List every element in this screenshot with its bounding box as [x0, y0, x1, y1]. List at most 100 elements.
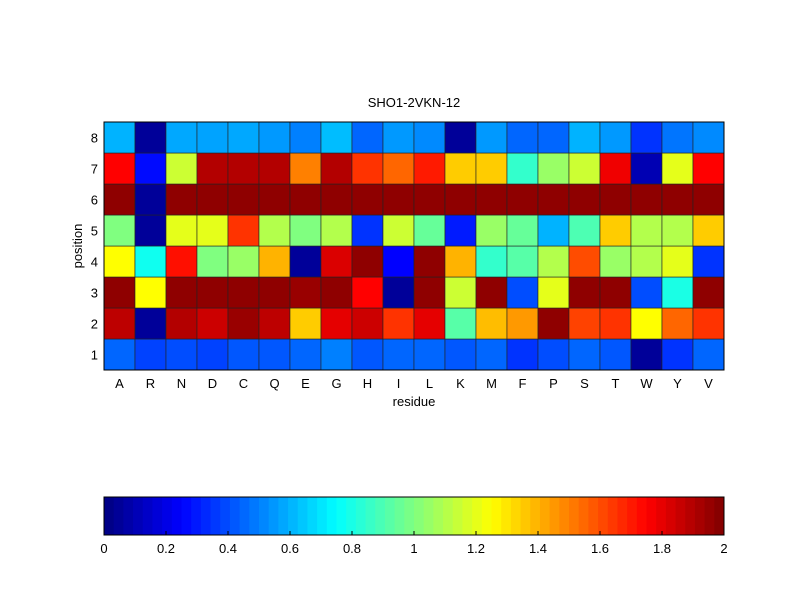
chart-title: SHO1-2VKN-12	[368, 95, 460, 110]
heatmap-cell-Q-1	[258, 338, 291, 371]
colorbar-band	[578, 497, 589, 535]
heatmap-cell-V-4	[692, 245, 725, 278]
heatmap-cell-D-8	[196, 121, 229, 154]
heatmap-cell-S-6	[568, 183, 601, 216]
colorbar-band	[665, 497, 677, 535]
heatmap-cell-C-2	[227, 307, 260, 340]
heatmap-cell-K-8	[444, 121, 477, 154]
y-axis-label: position	[70, 224, 85, 269]
colorbar-band	[539, 497, 551, 535]
heatmap-cell-N-3	[165, 276, 198, 309]
colorbar-band	[414, 497, 425, 535]
heatmap-cell-M-8	[475, 121, 508, 154]
heatmap-cell-R-4	[134, 245, 167, 278]
x-tick-label: R	[146, 376, 155, 391]
heatmap-cell-W-8	[630, 121, 663, 154]
x-tick-label: C	[239, 376, 248, 391]
heatmap-cell-V-6	[692, 183, 725, 216]
heatmap-cell-P-6	[537, 183, 570, 216]
heatmap-cell-K-2	[444, 307, 477, 340]
y-tick-label: 6	[91, 193, 98, 208]
heatmap-cell-H-5	[351, 214, 384, 247]
heatmap-cell-E-2	[289, 307, 322, 340]
colorbar-band	[346, 497, 357, 535]
x-tick-label: V	[704, 376, 713, 391]
x-tick-label: G	[331, 376, 341, 391]
heatmap-cell-P-4	[537, 245, 570, 278]
heatmap-cell-V-8	[692, 121, 725, 154]
heatmap-cell-H-8	[351, 121, 384, 154]
heatmap-cell-P-7	[537, 152, 570, 185]
y-tick-label: 7	[91, 162, 98, 177]
y-tick-label: 4	[91, 255, 98, 270]
heatmap-cell-Q-4	[258, 245, 291, 278]
heatmap-cell-I-4	[382, 245, 415, 278]
colorbar-band	[588, 497, 599, 535]
heatmap-cell-K-1	[444, 338, 477, 371]
heatmap-cell-L-7	[413, 152, 446, 185]
colorbar-tick-label: 0.8	[343, 541, 361, 556]
heatmap-cell-H-7	[351, 152, 384, 185]
heatmap-cell-R-2	[134, 307, 167, 340]
heatmap-cell-L-6	[413, 183, 446, 216]
colorbar-band	[181, 497, 192, 535]
heatmap-cell-W-1	[630, 338, 663, 371]
colorbar-band	[636, 497, 647, 535]
heatmap-cell-M-5	[475, 214, 508, 247]
heatmap-cell-F-3	[506, 276, 539, 309]
heatmap-cell-T-2	[599, 307, 632, 340]
colorbar-tick-label: 0.4	[219, 541, 237, 556]
heatmap-cell-F-7	[506, 152, 539, 185]
y-tick-label: 8	[91, 131, 98, 146]
heatmap-cell-G-8	[320, 121, 353, 154]
x-tick-label: P	[549, 376, 558, 391]
heatmap-cell-H-4	[351, 245, 384, 278]
colorbar-band	[171, 497, 182, 535]
heatmap-cell-F-8	[506, 121, 539, 154]
heatmap-cell-D-6	[196, 183, 229, 216]
colorbar-band	[607, 497, 618, 535]
x-tick-label: E	[301, 376, 310, 391]
heatmap-cell-I-6	[382, 183, 415, 216]
heatmap-cell-V-1	[692, 338, 725, 371]
x-tick-label: M	[486, 376, 497, 391]
heatmap-cell-C-8	[227, 121, 260, 154]
x-tick-label: K	[456, 376, 465, 391]
heatmap-cell-Y-7	[661, 152, 694, 185]
heatmap-cell-T-1	[599, 338, 632, 371]
heatmap-cell-I-5	[382, 214, 415, 247]
heatmap-cell-A-6	[103, 183, 136, 216]
colorbar-band	[520, 497, 531, 535]
heatmap-cell-C-6	[227, 183, 260, 216]
heatmap-cell-S-1	[568, 338, 601, 371]
colorbar-band	[685, 497, 696, 535]
colorbar-band	[200, 497, 212, 535]
heatmap-cell-E-6	[289, 183, 322, 216]
heatmap-cell-Q-3	[258, 276, 291, 309]
heatmap-cell-E-1	[289, 338, 322, 371]
heatmap-cell-Y-8	[661, 121, 694, 154]
heatmap-cell-G-6	[320, 183, 353, 216]
colorbar-band	[423, 497, 434, 535]
colorbar-band	[491, 497, 502, 535]
colorbar-band	[617, 497, 628, 535]
colorbar-band	[530, 497, 541, 535]
x-axis-label: residue	[393, 394, 436, 409]
heatmap-cell-W-3	[630, 276, 663, 309]
heatmap-cell-I-3	[382, 276, 415, 309]
heatmap-cell-M-4	[475, 245, 508, 278]
heatmap-cell-T-3	[599, 276, 632, 309]
heatmap-cell-W-2	[630, 307, 663, 340]
heatmap-cell-W-4	[630, 245, 663, 278]
colorbar-band	[142, 497, 153, 535]
colorbar-band	[259, 497, 270, 535]
colorbar-band	[249, 497, 260, 535]
x-tick-label: Q	[269, 376, 279, 391]
colorbar-band	[104, 497, 115, 535]
colorbar-band	[278, 497, 289, 535]
heatmap-cell-S-2	[568, 307, 601, 340]
heatmap-cell-N-7	[165, 152, 198, 185]
heatmap-cell-G-2	[320, 307, 353, 340]
heatmap-cell-G-4	[320, 245, 353, 278]
